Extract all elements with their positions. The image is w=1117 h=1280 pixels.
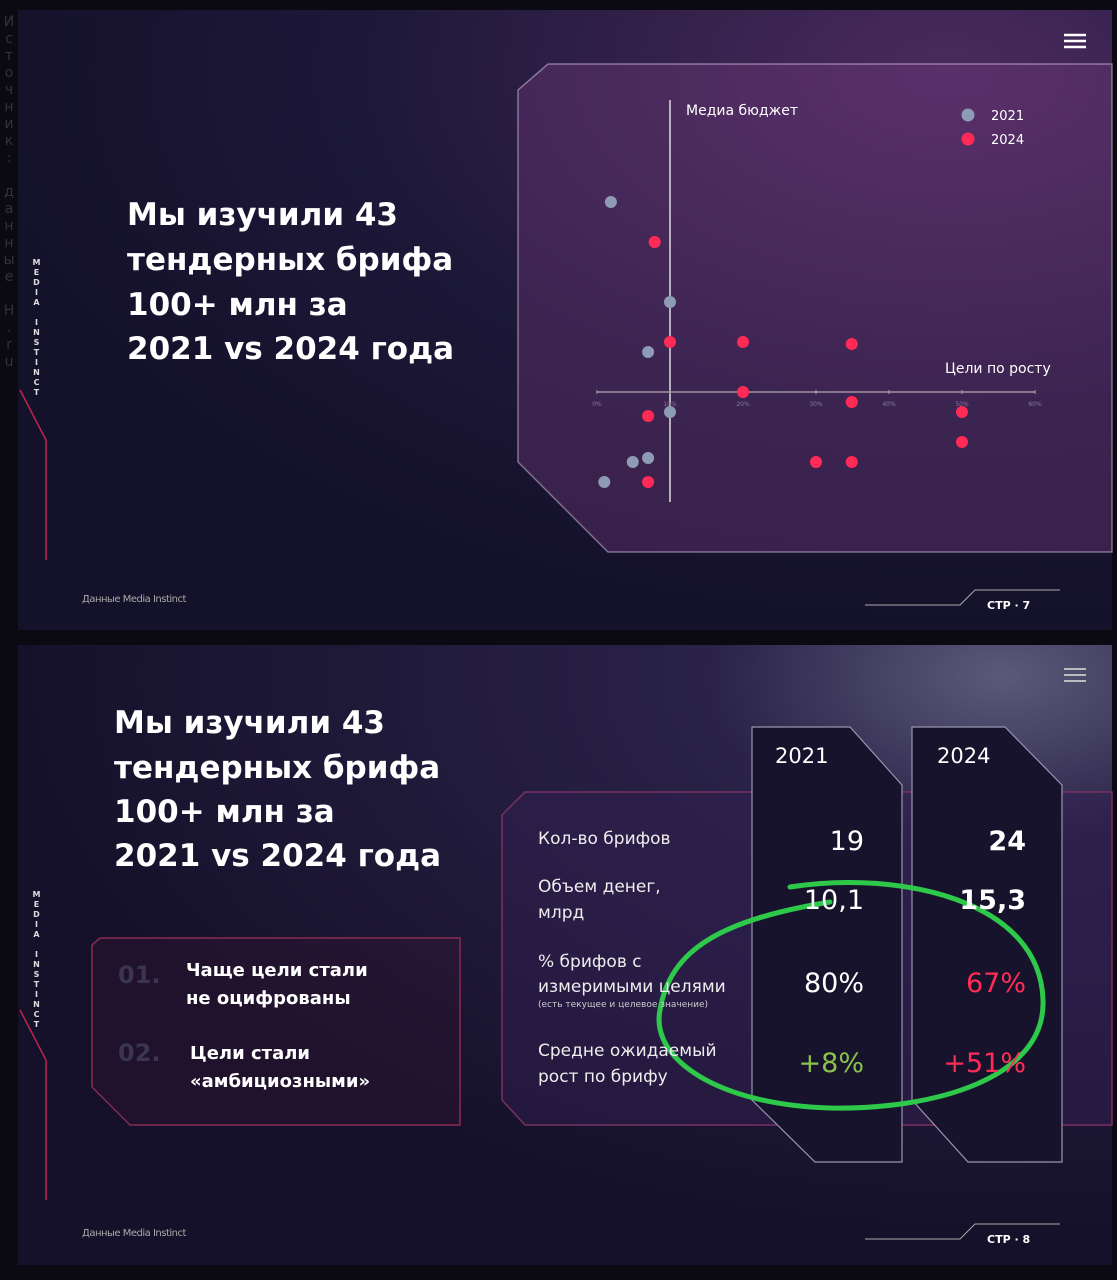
legend-label: 2024: [991, 133, 1024, 148]
point: [845, 338, 858, 350]
finding-text: Цели стали: [190, 1043, 311, 1064]
findings-panel: [91, 937, 461, 1126]
y-axis-label: Медиа бюджет: [686, 103, 798, 119]
point: [598, 476, 611, 488]
menu-icon[interactable]: [1064, 668, 1086, 682]
point: [845, 396, 858, 408]
slide-bg: [18, 10, 1112, 630]
point: [642, 452, 655, 464]
title-line: 100+ млн за: [127, 287, 348, 323]
point: [956, 406, 968, 418]
legend-marker: [961, 108, 975, 122]
title-line: 2021 vs 2024 года: [127, 331, 455, 367]
cell: 15,3: [959, 885, 1026, 916]
title-line: 2021 vs 2024 года: [114, 838, 442, 874]
point: [737, 336, 749, 348]
point: [664, 406, 676, 418]
finding-text: «амбициозными»: [190, 1071, 371, 1092]
cell: 19: [829, 826, 864, 857]
footer: Данные Media Instinct: [82, 594, 186, 605]
title-line: тендерных брифа: [127, 242, 454, 278]
row-label: % брифов с: [538, 952, 642, 972]
point: [626, 456, 639, 468]
column-header: 2021: [775, 744, 829, 768]
cell: +51%: [943, 1048, 1026, 1079]
point: [604, 196, 617, 208]
x-tick-label: 40%: [882, 401, 896, 408]
x-tick-label: 10%: [663, 401, 677, 408]
row-label: рост по брифу: [538, 1067, 668, 1087]
title-line: Мы изучили 43: [127, 197, 398, 233]
x-tick-label: 30%: [809, 401, 823, 408]
cell: 24: [988, 826, 1026, 857]
finding-number: 01.: [118, 961, 161, 989]
x-tick-label: 20%: [736, 401, 750, 408]
point: [648, 236, 661, 248]
row-note: (есть текущее и целевое значение): [538, 1000, 709, 1010]
page-number: СТР · 7: [987, 599, 1031, 612]
title-line: 100+ млн за: [114, 794, 335, 830]
row-label: Кол-во брифов: [538, 829, 671, 849]
x-axis-label: Цели по росту: [945, 361, 1051, 377]
x-tick-label: 60%: [1028, 401, 1042, 408]
source-note: Источник: данные Н.ru: [1, 14, 17, 371]
highlight-circle: [656, 880, 1046, 1111]
chart-panel: [517, 63, 1113, 553]
accent-line: [19, 389, 47, 560]
cell: 10,1: [803, 885, 864, 916]
point: [664, 296, 676, 308]
point: [642, 410, 655, 422]
cell: 80%: [803, 968, 864, 999]
point: [737, 386, 749, 398]
footer-line: [865, 589, 1060, 606]
menu-icon[interactable]: [1064, 33, 1086, 49]
column-card: [751, 726, 903, 1163]
point: [642, 476, 655, 488]
column-header: 2024: [937, 744, 991, 768]
point: [664, 336, 676, 348]
row-label: млрд: [538, 903, 585, 923]
row-label: измеримыми целями: [538, 977, 726, 997]
x-tick-label: 50%: [955, 401, 969, 408]
finding-number: 02.: [118, 1039, 161, 1067]
accent-line: [19, 1009, 47, 1200]
title-line: Мы изучили 43: [114, 705, 385, 741]
brand: MEDIA INSTINCT: [32, 890, 41, 1030]
cell: +8%: [798, 1048, 864, 1079]
page-number: СТР · 8: [987, 1233, 1031, 1246]
legend-marker: [961, 132, 975, 146]
point: [810, 456, 822, 468]
footer: Данные Media Instinct: [82, 1228, 186, 1239]
finding-text: не оцифрованы: [186, 988, 351, 1009]
row-label: Объем денег,: [538, 877, 661, 897]
cell: 67%: [965, 968, 1026, 999]
scatter-chart: 0% 10% 20% 30% 40% 50% 60% 2021 2024: [592, 100, 1042, 502]
point: [642, 346, 655, 358]
row-label: Средне ожидаемый: [538, 1041, 717, 1061]
x-tick-label: 0%: [592, 401, 602, 408]
legend-label: 2021: [991, 109, 1024, 124]
finding-text: Чаще цели стали: [186, 960, 368, 981]
brand: MEDIA INSTINCT: [32, 258, 41, 398]
point: [845, 456, 858, 468]
footer-line: [865, 1223, 1060, 1240]
title-line: тендерных брифа: [114, 750, 441, 786]
point: [956, 436, 968, 448]
